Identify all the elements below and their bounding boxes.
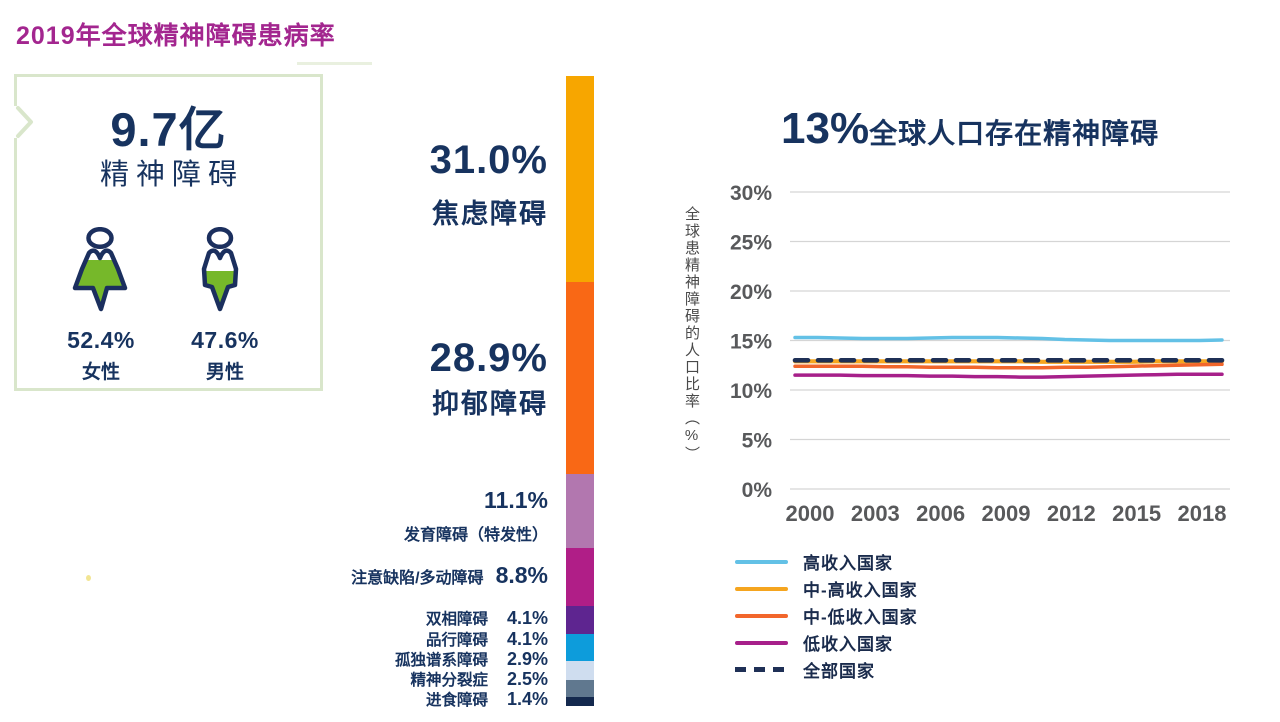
male-label: 男性 [205, 362, 244, 383]
segment-value-depression: 28.9% [429, 336, 548, 380]
line-series [793, 372, 1224, 379]
x-tick-label: 2003 [851, 501, 900, 526]
line-series [793, 335, 1224, 343]
legend-swatch-upper-middle-income [735, 586, 788, 591]
legend-label-lower-middle-income: 中-低收入国家 [803, 608, 918, 627]
line-chart-title: 13% 全球人口存在精神障碍 [781, 104, 1159, 154]
box-ghost-line [297, 62, 372, 65]
segment-row-autism: 孤独谱系障碍 2.9% [330, 648, 548, 670]
legend: 高收入国家 中-高收入国家 中-低收入国家 低收入国家 全部国家 [735, 552, 918, 681]
total-count: 9.7亿 [110, 103, 227, 156]
y-tick-label: 0% [742, 479, 773, 502]
segment-label-anxiety: 焦虑障碍 [432, 199, 548, 229]
segment-label-schizophrenia: 精神分裂症 [410, 672, 488, 689]
segment-label-adhd: 注意缺陷/多动障碍 [351, 570, 484, 587]
page-title: 2019年全球精神障碍患病率 [16, 22, 336, 50]
x-tick-label: 2015 [1112, 501, 1161, 526]
segment-label-conduct: 品行障碍 [425, 632, 488, 649]
female-icon [72, 227, 128, 312]
chevron-notch-icon [16, 106, 33, 138]
total-summary-box: 9.7亿 精神障碍 52.4% 女性 47.6% 男性 [14, 74, 323, 391]
legend-row-low-income: 低收入国家 [735, 633, 918, 654]
legend-swatch-high-income [735, 559, 788, 564]
segment-label-autism: 孤独谱系障碍 [394, 652, 488, 669]
y-tick-label: 10% [730, 380, 772, 403]
segment-row-bipolar: 双相障碍 4.1% [330, 607, 548, 629]
segment-value-anxiety: 31.0% [429, 138, 548, 182]
prevalence-stacked-bar [566, 76, 594, 706]
x-tick-label: 2009 [982, 501, 1031, 526]
legend-label-upper-middle-income: 中-高收入国家 [803, 581, 918, 600]
segment-label-developmental: 发育障碍（特发性） [403, 527, 548, 544]
line-chart-title-rest: 全球人口存在精神障碍 [869, 118, 1160, 149]
segment-row-adhd: 注意缺陷/多动障碍 8.8% [330, 562, 548, 589]
female-stat: 52.4% 女性 [43, 327, 159, 384]
legend-swatch-lower-middle-income [735, 613, 788, 618]
total-subtitle: 精神障碍 [99, 157, 244, 191]
male-stat: 47.6% 男性 [167, 327, 283, 384]
bar-chart-labels: 31.0% 焦虑障碍 28.9% 抑郁障碍 11.1% 发育障碍（特发性） 注意… [330, 0, 548, 722]
segment-label-depression: 抑郁障碍 [432, 389, 548, 419]
bar-segment [566, 547, 594, 607]
legend-label-low-income: 低收入国家 [803, 635, 893, 654]
segment-value-adhd: 8.8% [495, 562, 548, 588]
bar-segment [566, 282, 594, 475]
y-tick-label: 5% [742, 430, 773, 453]
segment-value-conduct: 4.1% [506, 629, 548, 649]
legend-label-all-countries: 全部国家 [803, 662, 875, 681]
segment-row-eating: 进食障碍 1.4% [330, 688, 548, 710]
x-tick-label: 2018 [1178, 501, 1227, 526]
y-axis-title: 全球患精神障碍的人口比率（%） [683, 206, 700, 463]
segment-row-schizophrenia: 精神分裂症 2.5% [330, 668, 548, 690]
legend-row-upper-middle-income: 中-高收入国家 [735, 579, 918, 600]
line-series [793, 362, 1224, 370]
legend-swatch-all-countries [735, 667, 788, 672]
bar-segment [566, 660, 594, 681]
bar-segment [566, 696, 594, 706]
female-label: 女性 [81, 362, 120, 383]
stray-dot [86, 575, 91, 581]
legend-row-all-countries: 全部国家 [735, 660, 918, 681]
y-tick-label: 15% [730, 331, 772, 354]
male-percent: 47.6% [191, 327, 259, 353]
segment-value-autism: 2.9% [506, 649, 548, 669]
x-tick-label: 2006 [916, 501, 965, 526]
bar-segment [566, 680, 594, 697]
male-icon [201, 227, 239, 312]
segment-row-conduct: 品行障碍 4.1% [330, 628, 548, 650]
y-tick-label: 20% [730, 281, 772, 304]
y-tick-label: 25% [730, 232, 772, 255]
x-tick-label: 2012 [1047, 501, 1096, 526]
legend-label-high-income: 高收入国家 [803, 554, 893, 573]
segment-value-schizophrenia: 2.5% [506, 669, 548, 689]
bar-segment [566, 633, 594, 661]
notch-cover [10, 106, 20, 138]
segment-value-eating: 1.4% [506, 689, 548, 709]
bar-segment [566, 606, 594, 634]
y-tick-label: 30% [730, 182, 772, 205]
x-tick-label: 2000 [786, 501, 835, 526]
female-percent: 52.4% [67, 327, 135, 353]
legend-row-lower-middle-income: 中-低收入国家 [735, 606, 918, 627]
legend-row-high-income: 高收入国家 [735, 552, 918, 573]
segment-label-eating: 进食障碍 [425, 692, 488, 709]
bar-segment [566, 474, 594, 548]
bar-segment [566, 76, 594, 282]
segment-value-developmental: 11.1% [484, 487, 548, 513]
legend-swatch-low-income [735, 640, 788, 645]
segment-label-bipolar: 双相障碍 [425, 611, 488, 628]
line-chart-title-highlight: 13% [781, 104, 870, 153]
line-series [792, 359, 1225, 364]
segment-value-bipolar: 4.1% [506, 608, 548, 628]
